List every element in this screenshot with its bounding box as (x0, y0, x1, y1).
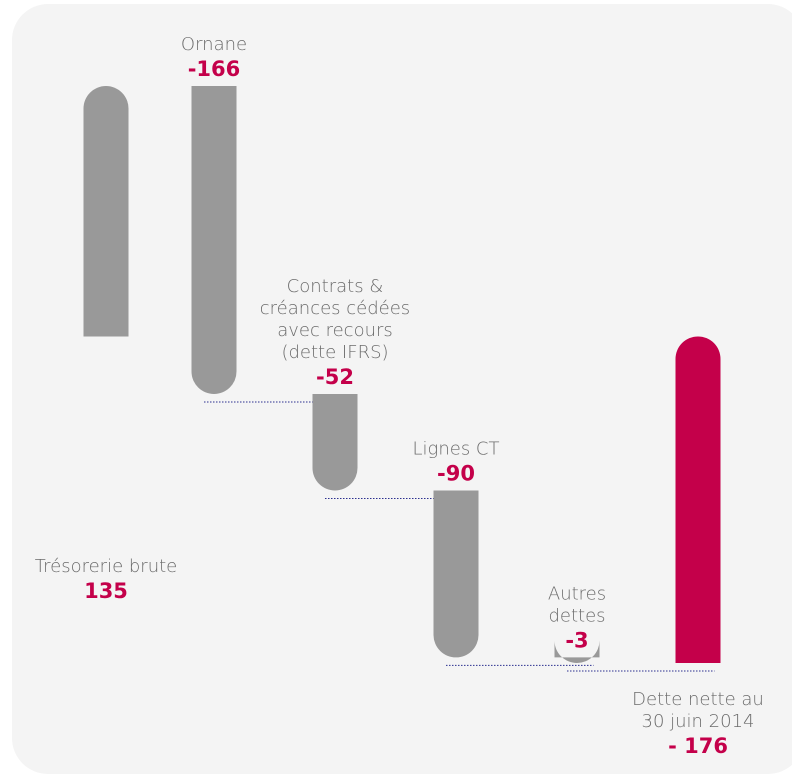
bar-autres-dettes (554, 640, 600, 663)
ornane-value: -166 (188, 57, 241, 81)
bar-tresorerie-brute (83, 86, 129, 337)
dette-nette-label-line: Dette nette au (632, 689, 764, 710)
contrats-creances-label-line: créances cédées (260, 298, 410, 319)
bar-dette-nette (675, 336, 721, 663)
contrats-creances-label-line: (dette IFRS) (281, 342, 388, 363)
ornane-label-line: Ornane (181, 34, 247, 55)
dette-nette-label-line: 30 juin 2014 (642, 711, 755, 732)
contrats-creances-label-line: Contrats & (287, 276, 384, 297)
dette-nette-value: - 176 (668, 734, 728, 758)
lignes-ct-value: -90 (437, 461, 475, 485)
bar-ornane (191, 86, 237, 394)
lignes-ct-label-line: Lignes CT (413, 438, 500, 459)
contrats-creances-label-line: avec recours (277, 320, 393, 341)
bar-lignes-ct (433, 490, 479, 658)
chart-background (12, 4, 792, 774)
tresorerie-brute-label-line: Trésorerie brute (35, 556, 177, 577)
autres-dettes-label-line: dettes (548, 605, 605, 626)
bar-contrats-creances (312, 393, 358, 491)
contrats-creances-value: -52 (316, 365, 354, 389)
autres-dettes-label-line: Autres (548, 583, 606, 604)
autres-dettes-value: -3 (565, 628, 588, 652)
tresorerie-brute-value: 135 (84, 579, 128, 603)
